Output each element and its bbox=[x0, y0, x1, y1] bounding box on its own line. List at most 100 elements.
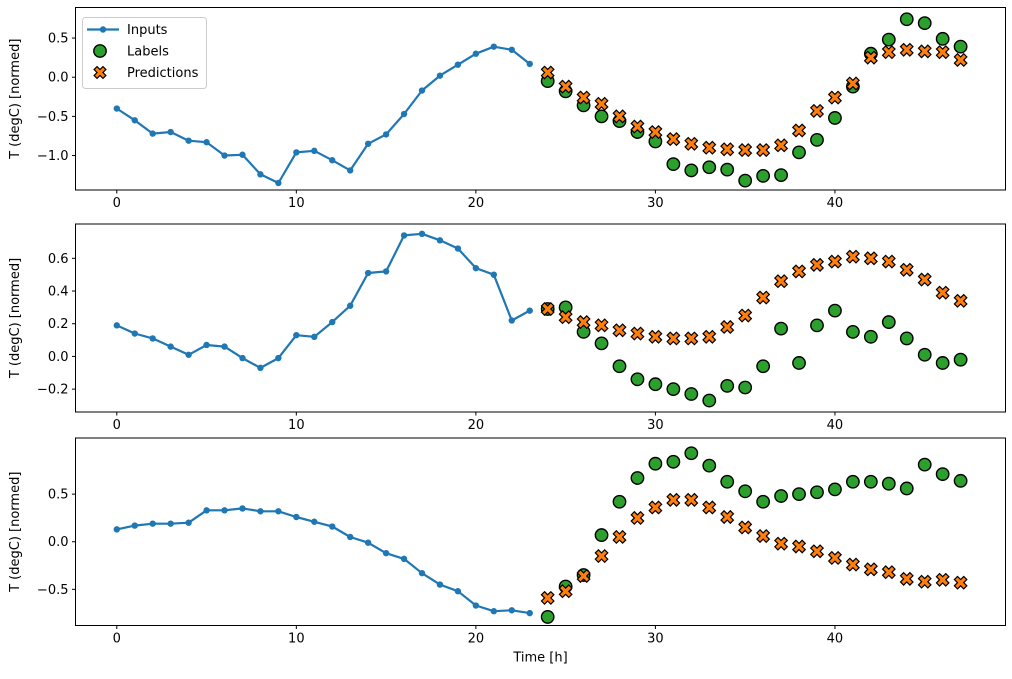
labels-marker bbox=[810, 132, 824, 147]
inputs-line bbox=[116, 507, 530, 615]
y-axis: 0.5 0.0 −0.5 bbox=[37, 488, 76, 598]
x-tick-label: 10 bbox=[288, 196, 305, 211]
inputs-line bbox=[116, 45, 531, 185]
inputs-marker bbox=[490, 608, 498, 615]
labels-marker bbox=[720, 474, 735, 489]
y-tick-label: 0.4 bbox=[48, 285, 69, 300]
series-inputs bbox=[113, 230, 533, 372]
labels-marker bbox=[935, 356, 950, 370]
predictions-marker bbox=[881, 565, 896, 580]
labels-marker bbox=[666, 454, 681, 469]
labels-marker bbox=[828, 111, 842, 125]
subplot-1: 0 10 20 30 40 0.5 0.0 −0.5 −1.0 T (degC) [normed] bbox=[8, 7, 1006, 211]
x-tick-label: 30 bbox=[647, 418, 664, 433]
inputs-marker bbox=[490, 43, 498, 50]
inputs-marker bbox=[508, 46, 515, 53]
labels-marker bbox=[881, 315, 896, 329]
labels-marker bbox=[630, 471, 645, 485]
inputs-marker bbox=[418, 569, 426, 577]
predictions-marker bbox=[809, 544, 825, 559]
x-tick-label: 40 bbox=[827, 196, 844, 211]
predictions-marker bbox=[899, 571, 914, 586]
predictions-marker bbox=[630, 326, 645, 341]
y-axis: 0.5 0.0 −0.5 −1.0 bbox=[37, 32, 76, 164]
predictions-marker bbox=[774, 274, 789, 289]
predictions-marker bbox=[558, 79, 573, 94]
inputs-marker bbox=[490, 271, 498, 278]
labels-marker bbox=[756, 169, 771, 183]
labels-marker bbox=[845, 324, 860, 339]
x-tick-label: 0 bbox=[113, 631, 121, 646]
predictions-marker bbox=[791, 264, 807, 279]
predictions-marker bbox=[917, 272, 932, 287]
y-axis-label: T (degC) [normed] bbox=[8, 472, 23, 593]
predictions-marker bbox=[540, 590, 555, 605]
predictions-marker bbox=[791, 539, 807, 554]
predictions-marker bbox=[738, 142, 753, 158]
legend-label: Predictions bbox=[127, 66, 199, 81]
x-tick-label: 40 bbox=[827, 418, 844, 433]
inputs-marker bbox=[382, 268, 390, 275]
predictions-marker bbox=[558, 584, 573, 599]
inputs-marker bbox=[131, 522, 138, 529]
inputs-marker bbox=[239, 151, 246, 158]
inputs-marker bbox=[418, 230, 426, 238]
predictions-marker bbox=[738, 308, 753, 323]
subplot-3: 0 10 20 30 40 0.5 0.0 −0.5 T (degC) [normed] Time… bbox=[8, 437, 1006, 666]
x-axis: 0 10 20 30 40 bbox=[113, 412, 844, 433]
inputs-marker bbox=[149, 335, 156, 342]
inputs-marker bbox=[131, 330, 138, 337]
legend-item-inputs: Inputs bbox=[87, 23, 168, 38]
predictions-marker bbox=[594, 96, 609, 111]
predictions-marker bbox=[899, 262, 914, 277]
series-predictions bbox=[540, 249, 968, 346]
labels-marker bbox=[702, 160, 717, 175]
labels-marker bbox=[899, 481, 914, 496]
labels-marker bbox=[899, 331, 914, 346]
inputs-marker bbox=[203, 507, 210, 514]
inputs-line bbox=[116, 232, 531, 369]
series-labels bbox=[540, 300, 968, 408]
inputs-marker bbox=[329, 157, 336, 164]
inputs-marker bbox=[382, 131, 390, 138]
labels-marker bbox=[684, 446, 699, 461]
subplot-2: 0 10 20 30 40 0.6 0.4 0.2 0.0 −0.2 T (degC) [norme… bbox=[8, 223, 1006, 433]
inputs-marker bbox=[436, 581, 444, 588]
legend-x-sample bbox=[93, 65, 107, 80]
inputs-marker bbox=[275, 179, 282, 187]
predictions-marker bbox=[612, 529, 627, 545]
series-inputs bbox=[113, 43, 533, 187]
inputs-marker bbox=[454, 245, 462, 252]
x-tick-label: 20 bbox=[468, 631, 485, 646]
labels-marker bbox=[863, 474, 878, 489]
inputs-marker bbox=[346, 302, 354, 309]
predictions-marker bbox=[684, 136, 699, 151]
predictions-marker bbox=[791, 123, 807, 138]
labels-marker bbox=[720, 378, 735, 393]
inputs-marker bbox=[526, 60, 533, 68]
inputs-marker bbox=[472, 50, 480, 57]
predictions-marker bbox=[863, 50, 878, 65]
labels-marker bbox=[881, 32, 896, 47]
x-tick-label: 30 bbox=[647, 196, 664, 211]
labels-marker bbox=[612, 359, 627, 374]
inputs-marker bbox=[382, 549, 390, 557]
labels-marker bbox=[810, 485, 824, 500]
inputs-marker bbox=[185, 137, 192, 144]
inputs-marker bbox=[221, 152, 228, 159]
labels-marker bbox=[774, 168, 788, 183]
labels-marker bbox=[684, 163, 699, 178]
series-inputs bbox=[113, 505, 533, 617]
predictions-marker bbox=[666, 331, 681, 346]
axes-frame bbox=[75, 223, 1006, 413]
inputs-marker bbox=[221, 343, 228, 350]
x-axis-label: Time [h] bbox=[512, 651, 567, 666]
inputs-marker bbox=[346, 167, 354, 174]
x-tick-label: 40 bbox=[827, 631, 844, 646]
inputs-marker bbox=[185, 351, 192, 358]
labels-marker bbox=[684, 387, 699, 401]
series-labels bbox=[540, 446, 968, 624]
labels-marker bbox=[810, 318, 824, 333]
y-tick-label: 0.2 bbox=[48, 317, 69, 332]
